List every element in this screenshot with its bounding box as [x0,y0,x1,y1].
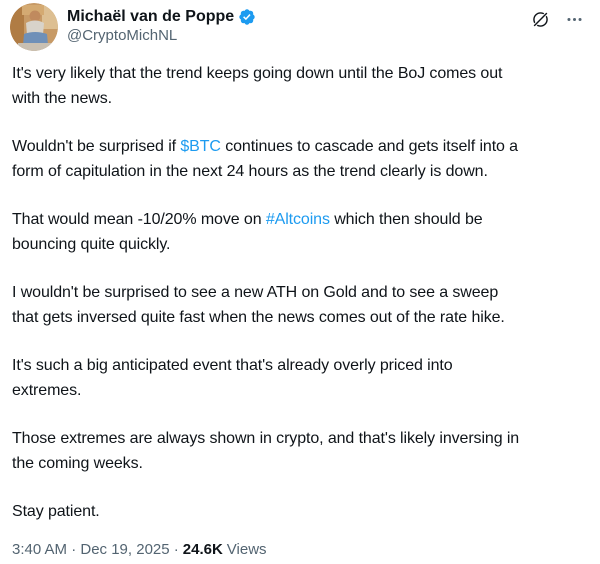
timestamp-link[interactable]: 3:40 AM · Dec 19, 2025 · [12,541,179,558]
tweet-paragraph: Those extremes are always shown in crypt… [12,426,586,476]
tweet-text: which then should be [329,211,483,228]
tweet-body: It's very likely that the trend keeps go… [0,61,600,524]
views-label: Views [226,541,267,558]
verified-badge-icon [239,8,255,25]
tweet-text: with the news. [12,90,112,107]
more-options-button[interactable] [565,10,584,29]
grok-actions-button[interactable] [531,10,550,29]
tweet-text: It's such a big anticipated event that's… [12,357,453,374]
tweet-meta: 3:40 AM · Dec 19, 2025 · 24.6K Views [0,540,600,560]
grok-actions-icon [533,12,548,27]
views-count: 24.6K [182,541,223,558]
tweet-text: That would mean -10/20% move on [12,211,266,228]
user-info: Michaël van de Poppe @CryptoMichNL [67,3,256,45]
more-options-icon [567,17,582,22]
tweet-text: form of capitulation in the next 24 hour… [12,163,488,180]
avatar-photo [10,3,58,51]
header-actions [531,3,584,29]
tweet-text: bouncing quite quickly. [12,236,171,253]
tweet-paragraph: That would mean -10/20% move on #Altcoin… [12,207,586,257]
tweet-paragraph: It's such a big anticipated event that's… [12,353,586,403]
display-name[interactable]: Michaël van de Poppe [67,8,235,25]
tweet-text: Wouldn't be surprised if [12,138,181,155]
tweet-text: I wouldn't be surprised to see a new ATH… [12,284,499,301]
avatar[interactable] [10,3,58,51]
tweet-paragraph: Stay patient. [12,499,586,524]
tweet-paragraph: I wouldn't be surprised to see a new ATH… [12,280,586,330]
name-row: Michaël van de Poppe [67,7,256,26]
tweet-text: It's very likely that the trend keeps go… [12,65,503,82]
tweet-text: extremes. [12,382,82,399]
user-handle[interactable]: @CryptoMichNL [67,27,178,44]
tweet-text: Stay patient. [12,503,100,520]
tweet-text: the coming weeks. [12,455,143,472]
tweet-header: Michaël van de Poppe @CryptoMichNL [0,0,600,51]
tweet-text: that gets inversed quite fast when the n… [12,309,505,326]
tweet-paragraph: Wouldn't be surprised if $BTC continues … [12,134,586,184]
cashtag-link-btc[interactable]: $BTC [180,138,221,155]
tweet-paragraph: It's very likely that the trend keeps go… [12,61,586,111]
tweet-text: continues to cascade and gets itself int… [220,138,518,155]
hashtag-link-altcoins[interactable]: #Altcoins [265,211,330,228]
tweet-text: Those extremes are always shown in crypt… [12,430,520,447]
